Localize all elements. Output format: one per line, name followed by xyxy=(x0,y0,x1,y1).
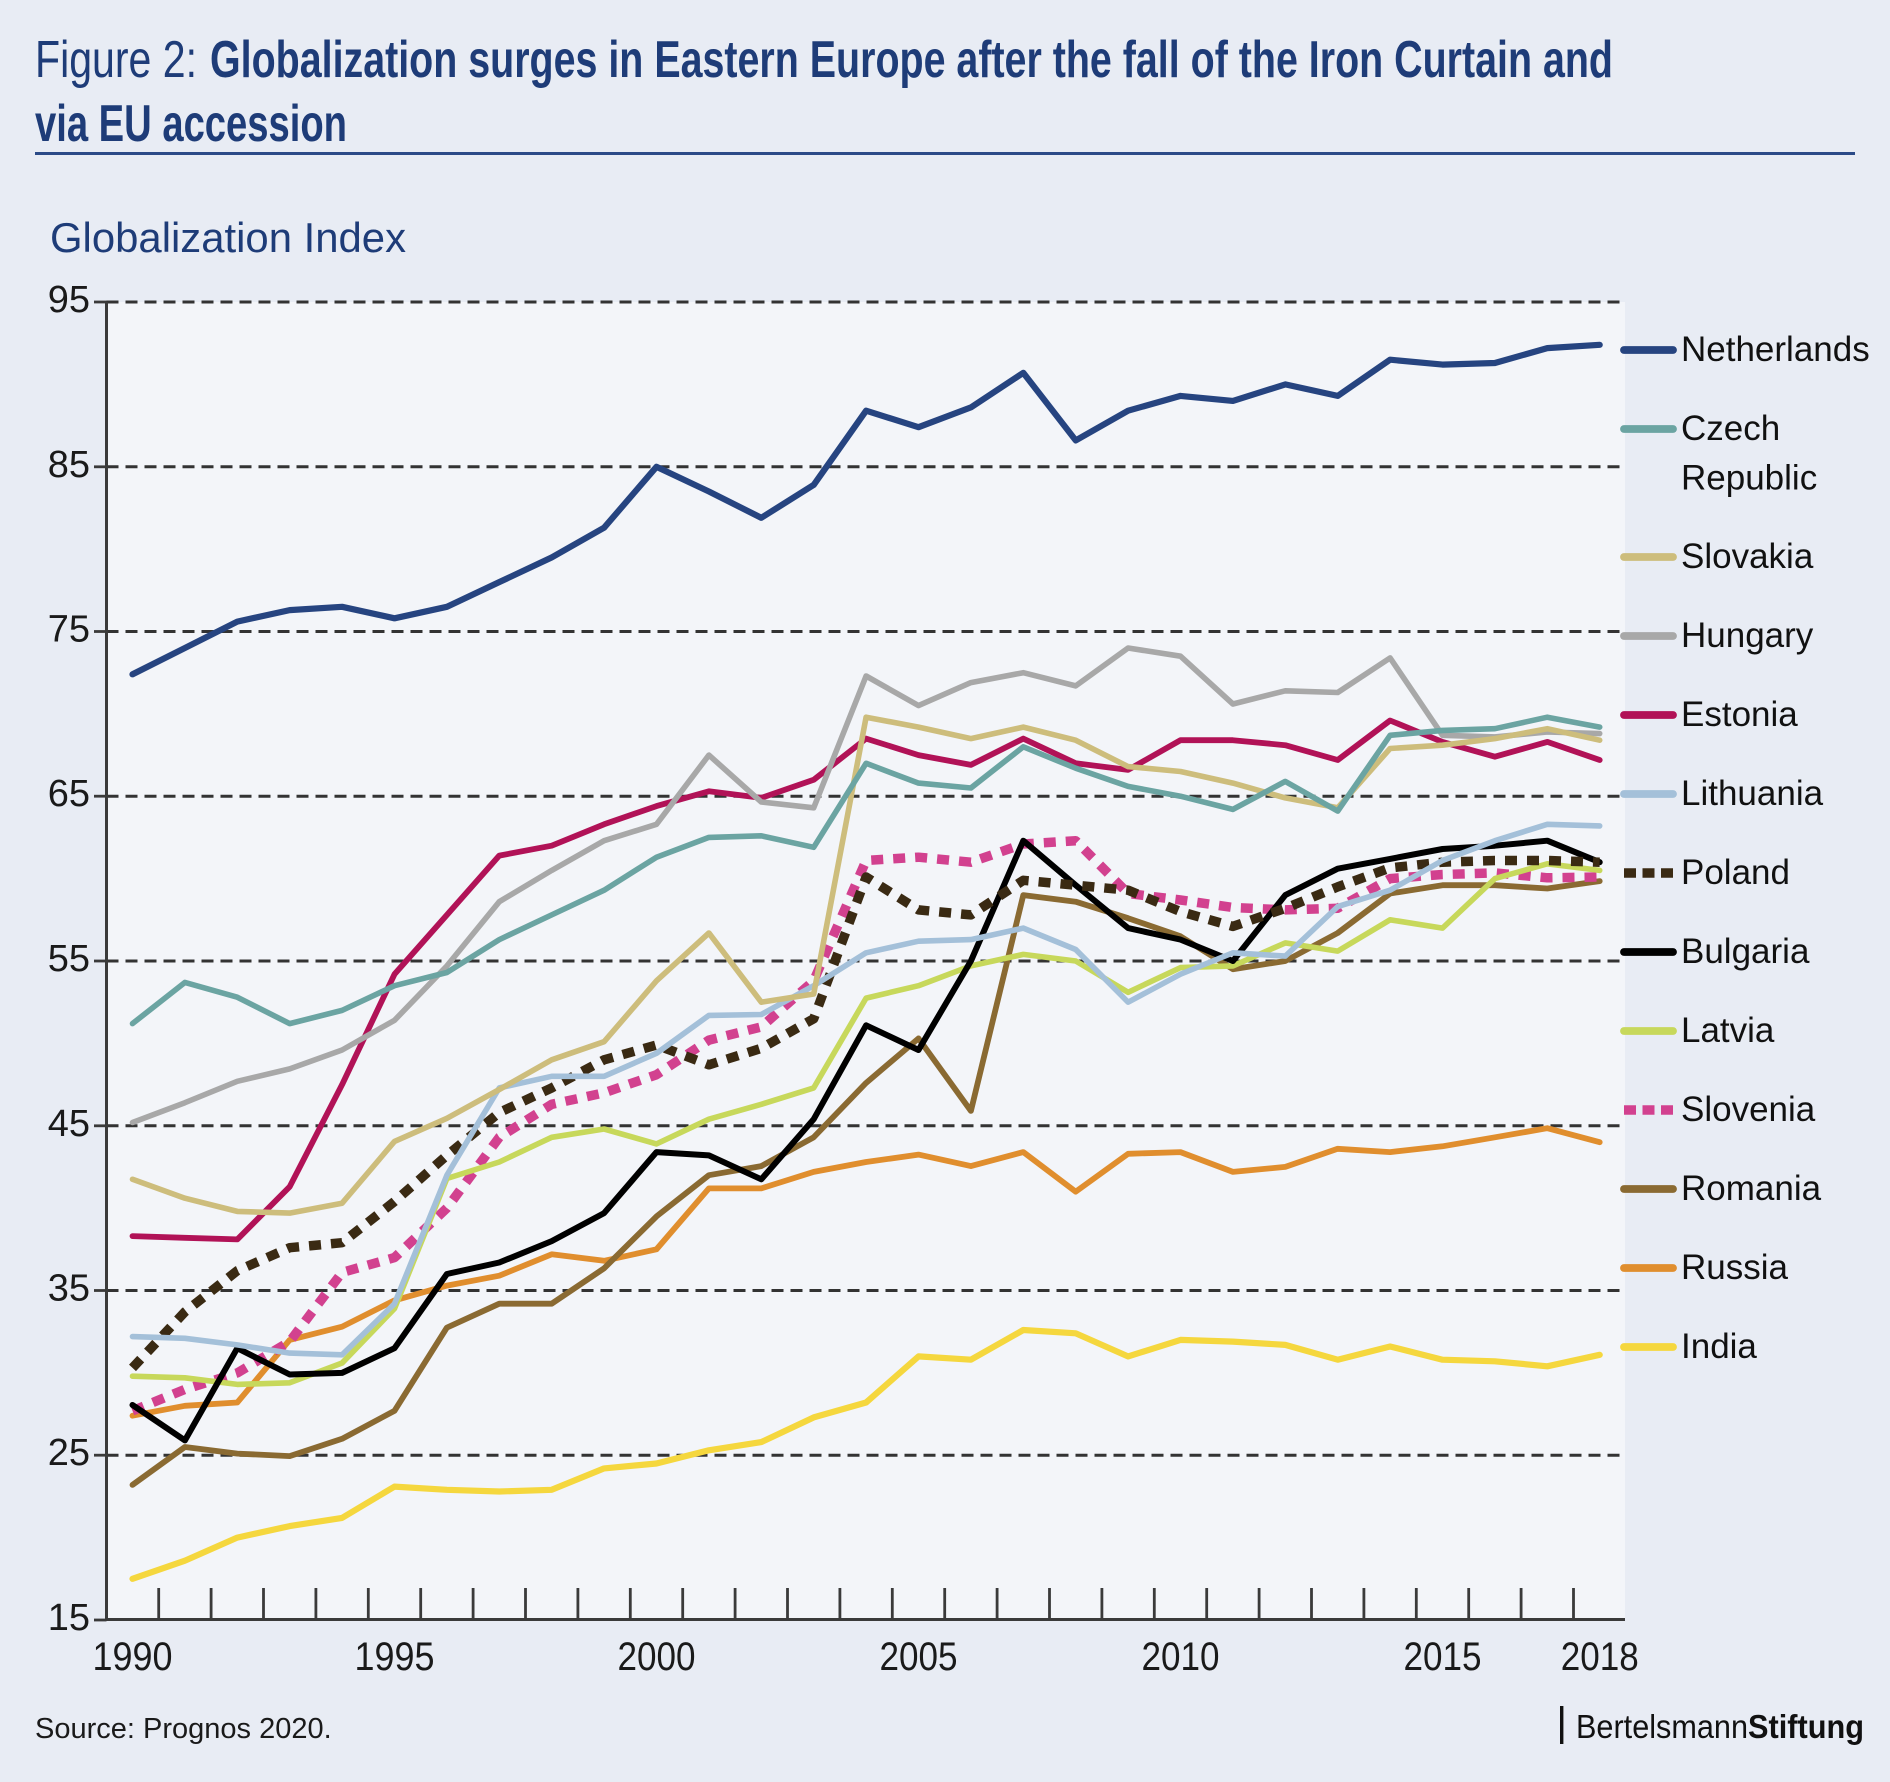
svg-text:Latvia: Latvia xyxy=(1681,1011,1775,1050)
svg-text:Republic: Republic xyxy=(1681,459,1817,498)
svg-text:Hungary: Hungary xyxy=(1681,616,1814,655)
svg-text:Netherlands: Netherlands xyxy=(1681,330,1870,369)
svg-text:Romania: Romania xyxy=(1681,1169,1822,1208)
svg-text:Russia: Russia xyxy=(1681,1248,1789,1287)
svg-text:Poland: Poland xyxy=(1681,853,1790,892)
svg-text:India: India xyxy=(1681,1327,1757,1366)
svg-text:Slovenia: Slovenia xyxy=(1681,1090,1816,1129)
svg-text:45: 45 xyxy=(48,1103,90,1145)
svg-text:15: 15 xyxy=(48,1597,90,1639)
svg-text:35: 35 xyxy=(48,1268,90,1310)
svg-text:1995: 1995 xyxy=(355,1635,435,1679)
svg-text:95: 95 xyxy=(48,279,90,321)
svg-text:Lithuania: Lithuania xyxy=(1681,774,1824,813)
svg-text:Estonia: Estonia xyxy=(1681,695,1798,734)
svg-text:Czech: Czech xyxy=(1681,409,1780,448)
svg-text:Bulgaria: Bulgaria xyxy=(1681,932,1810,971)
svg-text:Slovakia: Slovakia xyxy=(1681,537,1814,576)
svg-text:2018: 2018 xyxy=(1561,1635,1639,1679)
svg-text:Globalization surges in Easter: Globalization surges in Eastern Europe a… xyxy=(210,31,1613,89)
svg-text:Globalization Index: Globalization Index xyxy=(50,214,406,261)
svg-text:25: 25 xyxy=(48,1432,90,1474)
svg-text:Figure 2:: Figure 2: xyxy=(35,31,197,89)
svg-text:75: 75 xyxy=(48,609,90,651)
svg-text:65: 65 xyxy=(48,773,90,815)
svg-text:85: 85 xyxy=(48,444,90,486)
svg-text:2005: 2005 xyxy=(880,1635,958,1679)
svg-text:2015: 2015 xyxy=(1404,1635,1482,1679)
svg-text:Source: Prognos 2020.: Source: Prognos 2020. xyxy=(35,1713,332,1745)
svg-text:1990: 1990 xyxy=(93,1635,173,1679)
svg-text:55: 55 xyxy=(48,938,90,980)
svg-text:via EU accession: via EU accession xyxy=(35,95,347,153)
svg-text:2010: 2010 xyxy=(1142,1635,1220,1679)
svg-text:Stiftung: Stiftung xyxy=(1748,1708,1864,1745)
svg-text:2000: 2000 xyxy=(618,1635,696,1679)
svg-text:Bertelsmann: Bertelsmann xyxy=(1576,1708,1748,1745)
